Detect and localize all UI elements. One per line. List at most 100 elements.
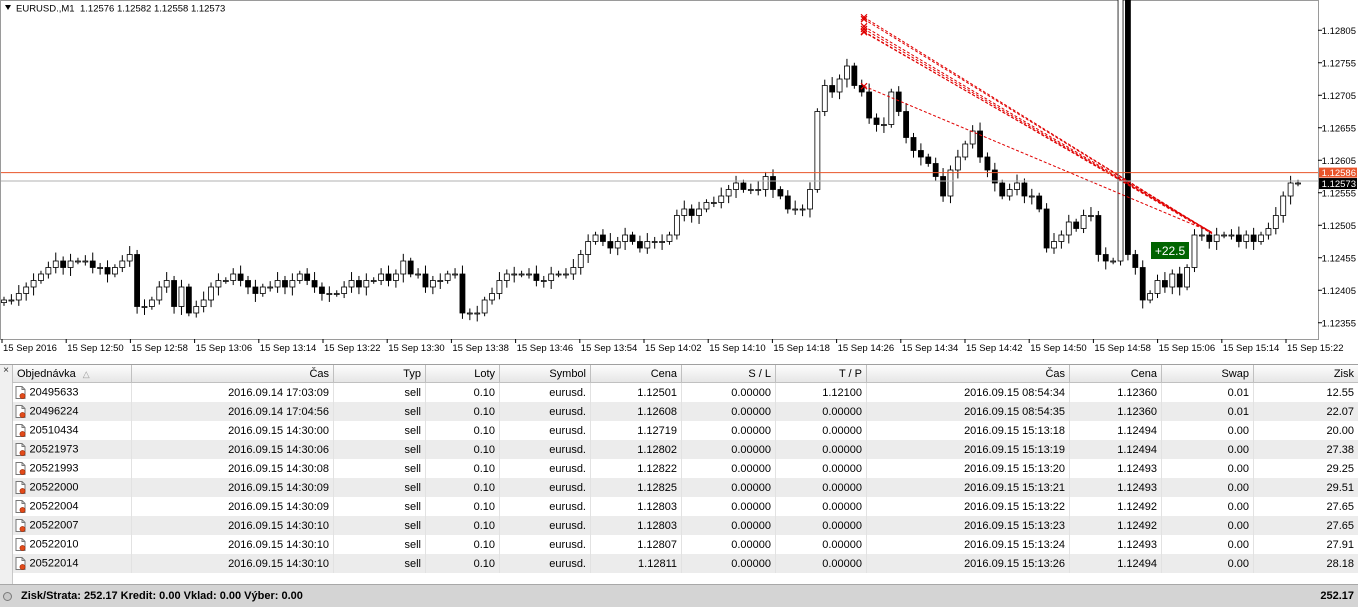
- candle[interactable]: [1170, 274, 1175, 287]
- candle[interactable]: [268, 287, 273, 288]
- candle[interactable]: [941, 177, 946, 197]
- candle[interactable]: [386, 274, 391, 281]
- candle[interactable]: [231, 274, 236, 281]
- candle[interactable]: [282, 281, 287, 288]
- candle[interactable]: [896, 92, 901, 112]
- candle[interactable]: [667, 235, 672, 242]
- candle[interactable]: [164, 281, 169, 288]
- candle[interactable]: [800, 209, 805, 210]
- candle[interactable]: [1236, 235, 1241, 242]
- candle[interactable]: [61, 261, 66, 268]
- candle[interactable]: [1022, 183, 1027, 196]
- candle[interactable]: [556, 274, 561, 275]
- candle[interactable]: [586, 242, 591, 255]
- candle[interactable]: [637, 242, 642, 249]
- candle[interactable]: [238, 274, 243, 281]
- column-header-close-price[interactable]: Cena: [1070, 365, 1162, 383]
- candle[interactable]: [837, 79, 842, 92]
- column-header-profit[interactable]: Zisk: [1254, 365, 1358, 383]
- candle[interactable]: [53, 261, 58, 268]
- close-icon[interactable]: ×: [1, 366, 11, 376]
- candle[interactable]: [793, 209, 798, 210]
- candle[interactable]: [312, 281, 317, 288]
- candle[interactable]: [1162, 281, 1167, 288]
- candle[interactable]: [600, 235, 605, 242]
- candle[interactable]: [541, 281, 546, 282]
- candle[interactable]: [1244, 235, 1249, 242]
- column-header-tp[interactable]: T / P: [776, 365, 867, 383]
- candle[interactable]: [90, 261, 95, 268]
- candle[interactable]: [726, 190, 731, 197]
- candle[interactable]: [652, 242, 657, 243]
- candle[interactable]: [253, 287, 258, 294]
- column-header-order[interactable]: Objednávka △: [13, 365, 132, 383]
- column-header-sl[interactable]: S / L: [682, 365, 776, 383]
- candle[interactable]: [963, 144, 968, 157]
- candle[interactable]: [623, 235, 628, 242]
- candle[interactable]: [867, 92, 872, 118]
- candle[interactable]: [778, 190, 783, 197]
- candle[interactable]: [38, 274, 43, 281]
- candle[interactable]: [1177, 274, 1182, 287]
- candle[interactable]: [549, 274, 554, 281]
- candle[interactable]: [349, 281, 354, 288]
- candle[interactable]: [290, 281, 295, 288]
- candle[interactable]: [874, 118, 879, 125]
- candle[interactable]: [1125, 0, 1130, 255]
- candle[interactable]: [408, 261, 413, 274]
- candle[interactable]: [630, 235, 635, 242]
- candle[interactable]: [209, 287, 214, 300]
- candle[interactable]: [512, 274, 517, 275]
- candle[interactable]: [615, 242, 620, 249]
- candle[interactable]: [955, 157, 960, 170]
- candle[interactable]: [135, 255, 140, 307]
- candle[interactable]: [482, 300, 487, 313]
- candle[interactable]: [297, 274, 302, 281]
- candle[interactable]: [1000, 183, 1005, 196]
- candle[interactable]: [1140, 268, 1145, 301]
- candle[interactable]: [186, 287, 191, 313]
- candle[interactable]: [1066, 222, 1071, 235]
- candle[interactable]: [194, 307, 199, 314]
- candle[interactable]: [719, 196, 724, 203]
- candle[interactable]: [1096, 216, 1101, 255]
- candle[interactable]: [142, 307, 147, 308]
- candle[interactable]: [918, 151, 923, 158]
- candle[interactable]: [127, 255, 132, 262]
- candle[interactable]: [120, 261, 125, 268]
- candle[interactable]: [2, 300, 7, 303]
- candle[interactable]: [430, 281, 435, 288]
- candle[interactable]: [1207, 235, 1212, 242]
- candle[interactable]: [697, 209, 702, 216]
- chart-canvas[interactable]: 1.128051.127551.127051.126551.126051.125…: [0, 0, 1358, 358]
- candle[interactable]: [105, 268, 110, 275]
- candle[interactable]: [1222, 235, 1227, 236]
- candle[interactable]: [1148, 294, 1153, 301]
- candle[interactable]: [1133, 255, 1138, 268]
- candle[interactable]: [401, 261, 406, 274]
- candle[interactable]: [682, 209, 687, 216]
- candle[interactable]: [445, 274, 450, 281]
- candle[interactable]: [734, 183, 739, 190]
- candle[interactable]: [519, 274, 524, 275]
- candle[interactable]: [1074, 222, 1079, 229]
- candle[interactable]: [844, 66, 849, 79]
- candle[interactable]: [364, 281, 369, 288]
- candle[interactable]: [608, 242, 613, 249]
- candle[interactable]: [571, 268, 576, 275]
- candle[interactable]: [149, 300, 154, 307]
- candle[interactable]: [660, 242, 665, 243]
- candle[interactable]: [1029, 196, 1034, 197]
- candle[interactable]: [1088, 216, 1093, 217]
- candle[interactable]: [1007, 190, 1012, 197]
- candle[interactable]: [933, 164, 938, 177]
- candle[interactable]: [1273, 216, 1278, 229]
- candle[interactable]: [904, 112, 909, 138]
- candle[interactable]: [771, 177, 776, 190]
- candle[interactable]: [379, 274, 384, 281]
- candle[interactable]: [327, 294, 332, 295]
- candle[interactable]: [438, 281, 443, 282]
